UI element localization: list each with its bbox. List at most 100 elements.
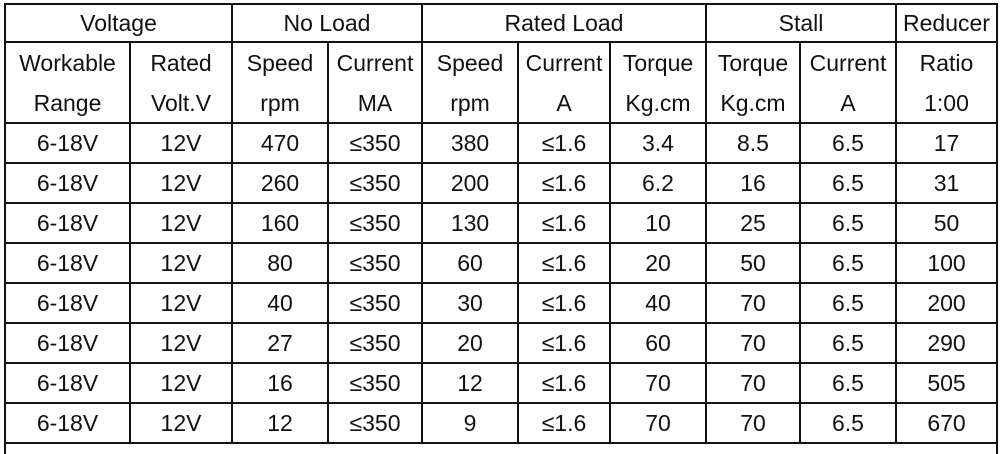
header-cell: Kg.cm: [609, 84, 707, 124]
data-cell: 12V: [129, 362, 233, 404]
data-cell: 12: [231, 402, 329, 444]
data-cell: 8.5: [705, 122, 801, 164]
data-cell: 6.5: [799, 242, 897, 284]
group-header: Rated Load: [421, 3, 707, 43]
data-cell: 70: [705, 402, 801, 444]
header-cell: Torque: [705, 41, 801, 84]
data-cell: 6-18V: [4, 362, 131, 404]
group-header: No Load: [231, 3, 423, 43]
data-cell: 260: [231, 162, 329, 204]
empty-cell: [4, 442, 998, 454]
data-cell: 6-18V: [4, 202, 131, 244]
group-header-row: Voltage No Load Rated Load Stall Reducer: [4, 3, 998, 43]
data-cell: ≤350: [327, 122, 423, 164]
data-cell: 12: [421, 362, 519, 404]
data-cell: 290: [895, 322, 998, 364]
data-cell: 100: [895, 242, 998, 284]
data-cell: ≤1.6: [517, 322, 611, 364]
data-cell: 3.4: [609, 122, 707, 164]
header-cell: Ratio: [895, 41, 998, 84]
data-cell: 6.5: [799, 322, 897, 364]
data-row: 6-18V 12V 260 ≤350 200 ≤1.6 6.2 16 6.5 31: [4, 162, 998, 204]
data-cell: ≤350: [327, 362, 423, 404]
data-cell: 6.2: [609, 162, 707, 204]
data-cell: 6.5: [799, 282, 897, 324]
data-cell: ≤350: [327, 282, 423, 324]
data-row: 6-18V 12V 16 ≤350 12 ≤1.6 70 70 6.5 505: [4, 362, 998, 404]
group-header: Voltage: [4, 3, 233, 43]
data-cell: 40: [231, 282, 329, 324]
header-cell: Speed: [421, 41, 519, 84]
data-cell: 20: [421, 322, 519, 364]
data-cell: 12V: [129, 282, 233, 324]
header-cell: 1:00: [895, 84, 998, 124]
data-cell: 80: [231, 242, 329, 284]
data-cell: 12V: [129, 202, 233, 244]
data-row: 6-18V 12V 80 ≤350 60 ≤1.6 20 50 6.5 100: [4, 242, 998, 284]
data-cell: 9: [421, 402, 519, 444]
header-cell: rpm: [421, 84, 519, 124]
data-cell: 17: [895, 122, 998, 164]
data-cell: 20: [609, 242, 707, 284]
data-cell: 6.5: [799, 202, 897, 244]
data-cell: 6.5: [799, 402, 897, 444]
group-header: Reducer: [895, 3, 998, 43]
data-cell: 12V: [129, 402, 233, 444]
data-cell: 70: [705, 322, 801, 364]
data-cell: ≤1.6: [517, 202, 611, 244]
data-cell: 16: [705, 162, 801, 204]
data-cell: 6.5: [799, 122, 897, 164]
data-cell: 200: [421, 162, 519, 204]
data-cell: 12V: [129, 162, 233, 204]
data-cell: 27: [231, 322, 329, 364]
data-cell: 60: [421, 242, 519, 284]
data-row: 6-18V 12V 27 ≤350 20 ≤1.6 60 70 6.5 290: [4, 322, 998, 364]
data-cell: ≤1.6: [517, 122, 611, 164]
data-cell: 31: [895, 162, 998, 204]
header-cell: A: [799, 84, 897, 124]
header-cell: Current: [327, 41, 423, 84]
header-cell: Range: [4, 84, 131, 124]
data-row: 6-18V 12V 160 ≤350 130 ≤1.6 10 25 6.5 50: [4, 202, 998, 244]
data-cell: 40: [609, 282, 707, 324]
data-cell: ≤1.6: [517, 242, 611, 284]
data-cell: 160: [231, 202, 329, 244]
data-cell: 6.5: [799, 162, 897, 204]
header-cell: Torque: [609, 41, 707, 84]
data-cell: 470: [231, 122, 329, 164]
data-cell: 70: [705, 362, 801, 404]
data-cell: ≤350: [327, 322, 423, 364]
data-cell: 30: [421, 282, 519, 324]
header-cell: Current: [517, 41, 611, 84]
header-row: Range Volt.V rpm MA rpm A Kg.cm Kg.cm A 1:00: [4, 84, 998, 124]
header-cell: Volt.V: [129, 84, 233, 124]
spec-table: Voltage No Load Rated Load Stall Reducer Work…: [4, 3, 998, 454]
header-cell: Current: [799, 41, 897, 84]
table-wrap: Voltage No Load Rated Load Stall Reducer Work…: [4, 3, 998, 454]
data-cell: 670: [895, 402, 998, 444]
data-cell: ≤350: [327, 242, 423, 284]
data-cell: 70: [609, 402, 707, 444]
data-cell: ≤350: [327, 202, 423, 244]
data-cell: 130: [421, 202, 519, 244]
data-cell: 505: [895, 362, 998, 404]
data-cell: ≤1.6: [517, 282, 611, 324]
group-header: Stall: [705, 3, 897, 43]
header-cell: rpm: [231, 84, 329, 124]
data-cell: 6.5: [799, 362, 897, 404]
header-cell: Workable: [4, 41, 131, 84]
header-row: Workable Rated Speed Current Speed Current Tor…: [4, 41, 998, 84]
data-cell: 50: [895, 202, 998, 244]
data-cell: 6-18V: [4, 122, 131, 164]
data-cell: 70: [705, 282, 801, 324]
header-cell: Speed: [231, 41, 329, 84]
data-cell: ≤1.6: [517, 362, 611, 404]
data-cell: 70: [609, 362, 707, 404]
data-cell: 6-18V: [4, 162, 131, 204]
empty-row: [4, 442, 998, 454]
data-row: 6-18V 12V 470 ≤350 380 ≤1.6 3.4 8.5 6.5 17: [4, 122, 998, 164]
data-cell: 16: [231, 362, 329, 404]
data-cell: ≤350: [327, 162, 423, 204]
header-cell: MA: [327, 84, 423, 124]
